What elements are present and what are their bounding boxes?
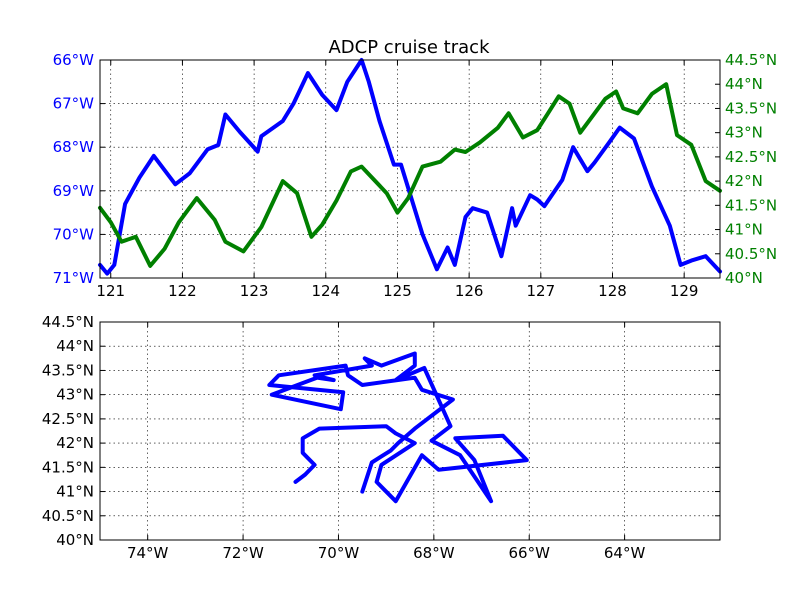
top-xtick-label: 126 — [455, 282, 484, 300]
top-ytick-label: 70°W — [53, 225, 95, 243]
top-right-ytick-label: 43.5°N — [725, 99, 777, 117]
bottom-xtick-label: 74°W — [127, 544, 169, 562]
top-ytick-label: 66°W — [53, 51, 95, 69]
bottom-series-group — [267, 351, 529, 504]
top-series-line-left — [98, 58, 722, 276]
top-xtick-label: 129 — [670, 282, 699, 300]
top-right-ytick-label: 44°N — [725, 75, 763, 93]
bottom-xtick-label: 64°W — [604, 544, 646, 562]
bottom-xtick-label: 66°W — [509, 544, 551, 562]
top-ytick-label: 68°W — [53, 138, 95, 156]
top-xtick-label: 123 — [240, 282, 269, 300]
bottom-ytick-label: 40°N — [56, 531, 94, 549]
top-right-ytick-label: 42.5°N — [725, 148, 777, 166]
bottom-ytick-label: 43°N — [56, 386, 94, 404]
chart-title: ADCP cruise track — [328, 37, 490, 58]
top-xtick-label: 127 — [526, 282, 555, 300]
top-xtick-label: 121 — [96, 282, 125, 300]
top-series-line-right — [98, 82, 722, 268]
bottom-xtick-label: 72°W — [222, 544, 264, 562]
top-right-ytick-label: 41°N — [725, 221, 763, 239]
top-xtick-label: 128 — [598, 282, 627, 300]
bottom-ytick-label: 42.5°N — [42, 410, 94, 428]
top-right-ytick-label: 43°N — [725, 124, 763, 142]
bottom-ytick-label: 42°N — [56, 434, 94, 452]
bottom-ytick-label: 44°N — [56, 337, 94, 355]
bottom-series-line-main — [267, 351, 529, 504]
top-xtick-label: 122 — [168, 282, 197, 300]
top-ytick-label: 69°W — [53, 182, 95, 200]
bottom-ytick-label: 41°N — [56, 483, 94, 501]
bottom-ytick-label: 41.5°N — [42, 458, 94, 476]
bottom-grid — [100, 321, 720, 541]
bottom-ytick-label: 40.5°N — [42, 507, 94, 525]
top-ytick-label: 71°W — [53, 269, 95, 287]
top-right-ytick-label: 41.5°N — [725, 196, 777, 214]
top-axes-frame — [99, 59, 721, 279]
bottom-ytick-label: 43.5°N — [42, 361, 94, 379]
bottom-xtick-label: 68°W — [413, 544, 455, 562]
bottom-ticks: 74°W 72°W 70°W 68°W 66°W 64°W 40°N 40.5°N 41°N 41… — [42, 313, 720, 562]
top-xtick-label: 124 — [311, 282, 340, 300]
bottom-ytick-label: 44.5°N — [42, 313, 94, 331]
top-right-ytick-label: 44.5°N — [725, 51, 777, 69]
top-right-ytick-label: 40.5°N — [725, 245, 777, 263]
bottom-axes-frame — [99, 321, 721, 541]
top-ytick-label: 67°W — [53, 95, 95, 113]
top-right-ytick-label: 40°N — [725, 269, 763, 287]
top-right-ytick-label: 42°N — [725, 172, 763, 190]
top-series-group — [98, 58, 722, 276]
top-xtick-label: 125 — [383, 282, 412, 300]
top-ticks: 121 122 123 124 125 126 127 128 129 66°W 67°W 68°W 6… — [53, 51, 778, 300]
bottom-xtick-label: 70°W — [318, 544, 360, 562]
